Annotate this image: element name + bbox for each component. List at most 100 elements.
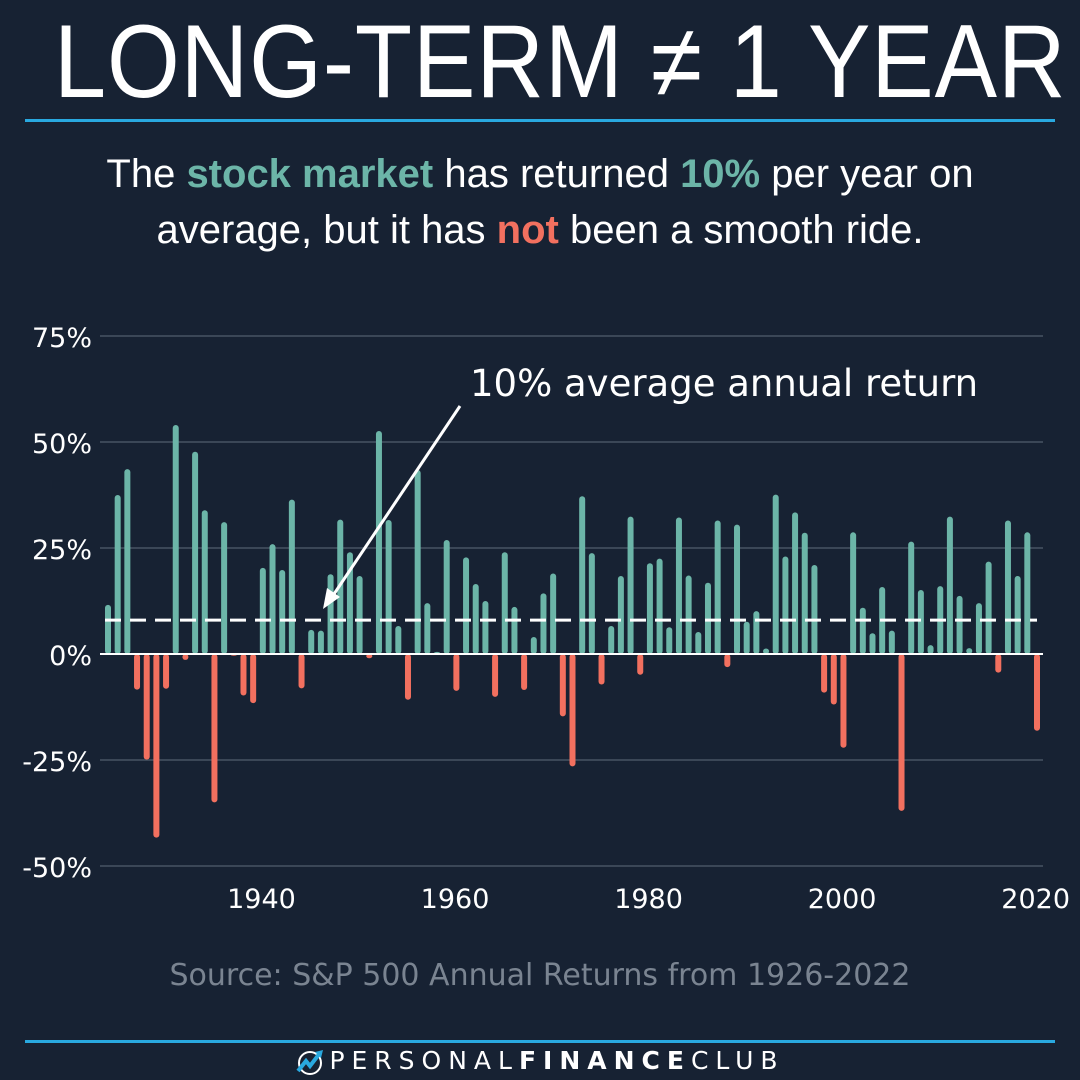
brand-personal: PERSONAL [329,1046,519,1075]
bar-1946 [298,654,305,689]
bar-1941 [250,654,257,704]
bar-1968 [511,606,518,654]
bar-2007 [888,630,895,654]
bar-1993 [753,611,760,654]
bar-1926 [105,604,111,654]
annotation-arrow [323,405,462,609]
bar-1965 [482,601,489,654]
bar-1942 [259,567,266,654]
bar-1997 [792,512,799,654]
bar-1937 [211,654,218,803]
bar-1934 [182,654,189,660]
bar-1966 [492,654,499,697]
subtitle: The stock market has returned 10% per ye… [60,146,1020,258]
bar-1970 [530,637,537,654]
y-tick-label: 75% [32,323,92,354]
bar-1957 [404,654,411,700]
bar-1992 [743,621,750,654]
bar-1988 [704,582,711,654]
bar-2008 [898,654,905,811]
bar-1962 [453,654,460,691]
subtitle-text: The [106,152,187,196]
bar-2009 [908,541,915,654]
bar-2003 [850,532,857,654]
bar-2015 [966,648,973,654]
bar-1930 [143,654,150,760]
page-title: LONG-TERM ≠ 1 YEAR [54,4,1067,120]
y-tick-label: -50% [22,853,92,884]
bar-1990 [724,654,731,668]
bar-1994 [763,648,770,654]
x-tick-label: 1980 [614,884,683,915]
bar-1959 [424,603,431,654]
bar-2001 [830,654,837,705]
y-tick-label: 50% [32,429,92,460]
bar-1981 [637,654,644,675]
bar-1987 [695,631,702,654]
y-tick-label: -25% [22,747,92,778]
bar-1938 [221,522,228,654]
bottom-divider [25,1040,1055,1043]
arrow-head-icon [323,588,340,609]
x-tick-label: 1960 [421,884,490,915]
subtitle-highlight-10pct: 10% [680,152,761,196]
bar-1964 [472,584,479,654]
brand-footer: PERSONALFINANCECLUB [0,1044,1080,1078]
bar-1932 [163,654,170,689]
bar-1971 [540,593,547,654]
bar-1945 [288,499,295,654]
bar-1958 [414,469,421,654]
bar-1982 [646,563,653,654]
bar-1999 [811,564,818,654]
bar-1978 [608,626,615,654]
bar-1974 [569,654,576,767]
subtitle-highlight-not: not [496,208,559,252]
bar-2019 [1004,520,1011,654]
bar-1953 [366,654,373,659]
bar-1949 [327,574,334,654]
y-axis-labels: 75% 50% 25% 0% -25% -50% [22,323,92,884]
brand-logo-icon [296,1050,324,1075]
bar-1972 [550,573,557,654]
bar-1931 [153,654,160,838]
bar-2005 [869,633,876,654]
bar-2016 [975,603,982,654]
y-tick-label: 25% [32,535,92,566]
bar-1983 [656,558,663,654]
bar-1948 [317,630,324,654]
bar-1998 [801,532,808,654]
bar-2017 [985,561,992,654]
x-axis-labels: 1940 1960 1980 2000 2020 [227,884,1070,915]
bar-1928 [124,469,131,654]
brand-club: CLUB [690,1046,785,1075]
bar-1991 [734,524,741,654]
bar-1955 [385,520,392,654]
subtitle-text: has returned [433,152,681,196]
bar-1996 [782,556,789,654]
bar-1977 [598,654,605,685]
bar-2010 [917,589,924,654]
bar-2004 [859,607,866,654]
brand-finance: FINANCE [518,1046,691,1075]
bar-1933 [172,425,179,654]
x-tick-label: 2000 [808,884,877,915]
top-divider [25,119,1055,122]
bar-1952 [356,575,363,654]
bar-1935 [192,451,199,654]
bar-2022 [1034,654,1040,731]
bar-1929 [134,654,141,690]
bar-2011 [927,645,934,654]
bar-1973 [559,654,566,717]
bar-1976 [588,553,595,654]
bar-1943 [269,544,276,654]
bar-2013 [946,516,953,654]
bar-1995 [772,494,779,654]
subtitle-highlight-stock-market: stock market [186,152,434,196]
average-annotation: 10% average annual return [470,362,978,405]
bar-2000 [821,654,828,693]
source-note: Source: S&P 500 Annual Returns from 1926… [169,958,911,993]
bars [105,425,1040,838]
x-tick-label: 2020 [1001,884,1070,915]
bar-2014 [956,595,963,654]
